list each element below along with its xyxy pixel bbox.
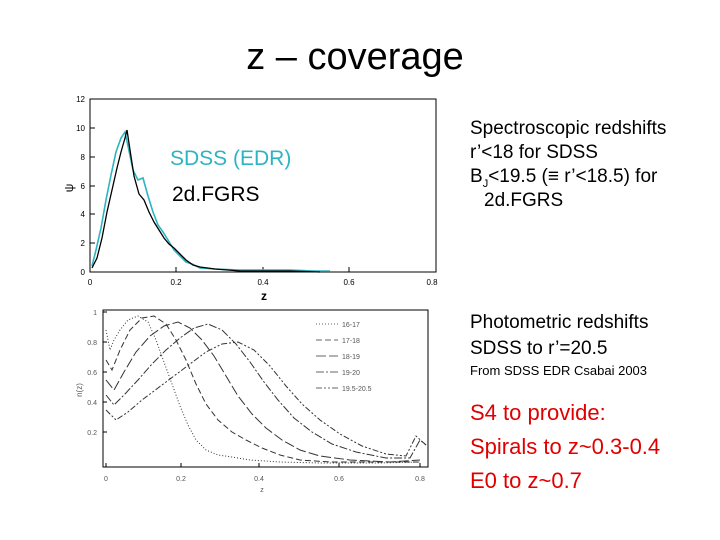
slide-title: z – coverage	[246, 36, 464, 78]
bottom-ytick-3: 0.4	[87, 400, 97, 407]
top-ytick-5: 10	[76, 124, 85, 133]
legend-19-5-20-5: 19.5-20.5	[342, 386, 372, 393]
bottom-ytick-1: 0.8	[87, 340, 97, 347]
legend-19-20: 19-20	[342, 370, 360, 377]
legend-18-19: 18-19	[342, 354, 360, 361]
bottom-ytick-2: 0.6	[87, 370, 97, 377]
legend-label-2dfgrs: 2d.FGRS	[172, 183, 260, 206]
spectro-limit: <19.5 (≡ r’<18.5) for	[488, 166, 658, 187]
bottom-ytick-0: 1	[93, 310, 97, 317]
top-ytick-3: 6	[81, 182, 86, 191]
top-ytick-0: 0	[81, 268, 86, 277]
bottom-xtick-3: 0.6	[334, 476, 344, 483]
top-ylabel: ψ	[62, 184, 76, 193]
photo-source: From SDSS EDR Csabai 2003	[470, 363, 648, 378]
curve-mag-16-17	[105, 315, 421, 464]
spectro-line-1: Spectroscopic redshifts	[470, 118, 667, 139]
bottom-xtick-4: 0.8	[415, 476, 425, 483]
top-xtick-1: 0.2	[170, 278, 182, 287]
top-xtick-2: 0.4	[257, 278, 269, 287]
top-ytick-6: 12	[76, 95, 85, 104]
bottom-xtick-1: 0.2	[176, 476, 186, 483]
bottom-xlabel: z	[260, 487, 264, 494]
bottom-plot: 1 0.8 0.6 0.4 0.2 0 0.2 0.4 0.6 0.8 z n(…	[75, 309, 429, 494]
top-xlabel: z	[261, 289, 267, 303]
top-xtick-0: 0	[88, 278, 93, 287]
bottom-ytick-4: 0.2	[87, 430, 97, 437]
bottom-plot-frame	[102, 309, 429, 468]
curve-mag-18-19	[105, 321, 421, 463]
top-plot: 0 2 4 6 8 10 12 0 0.2 0.4 0.6 0.8 z ψ	[62, 95, 438, 303]
top-ytick-4: 8	[81, 153, 86, 162]
legend-17-18: 17-18	[342, 338, 360, 345]
spectro-line-3: BJ<19.5 (≡ r’<18.5) for	[470, 166, 657, 195]
photo-line-1: Photometric redshifts	[470, 312, 649, 333]
top-ytick-2: 4	[81, 210, 86, 219]
bottom-xtick-0: 0	[104, 476, 108, 483]
s4-line-1: S4 to provide:	[470, 400, 606, 425]
s4-line-3: E0 to z~0.7	[470, 468, 582, 493]
spectro-band: B	[470, 166, 483, 187]
curve-sdss	[91, 129, 321, 273]
top-ytick-1: 2	[81, 239, 86, 248]
bottom-ylabel: n(z)	[75, 383, 84, 397]
curve-mag-19-5-20-5	[105, 341, 427, 457]
spectro-band-sub: J	[482, 177, 489, 190]
top-plot-frame	[89, 98, 437, 273]
photo-line-2: SDSS to r’=20.5	[470, 338, 608, 359]
top-xtick-4: 0.8	[426, 278, 438, 287]
curve-mag-17-18	[105, 315, 420, 463]
curve-mag-19-20	[105, 323, 427, 459]
top-xtick-3: 0.6	[343, 278, 355, 287]
bottom-xtick-2: 0.4	[254, 476, 264, 483]
s4-line-2: Spirals to z~0.3-0.4	[470, 434, 661, 459]
legend-label-sdss: SDSS (EDR)	[170, 147, 292, 170]
spectro-line-4: 2d.FGRS	[484, 190, 564, 211]
legend-16-17: 16-17	[342, 322, 360, 329]
spectro-line-2: r’<18 for SDSS	[470, 142, 598, 163]
